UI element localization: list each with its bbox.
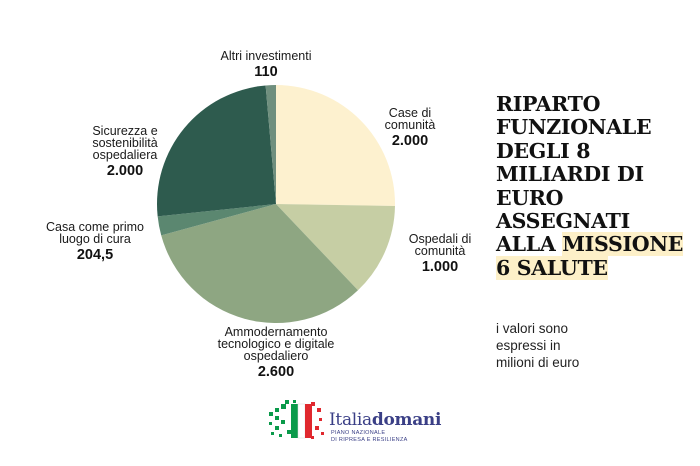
slice-value-label: 110 bbox=[254, 64, 277, 80]
pie-slice bbox=[276, 204, 395, 291]
title-line: ALLA MISSIONE bbox=[496, 232, 696, 257]
logo-square bbox=[287, 430, 291, 434]
slice-label-text: Case di bbox=[389, 106, 431, 120]
title-line: DEGLI 8 bbox=[496, 138, 696, 163]
logo-square bbox=[275, 416, 279, 420]
logo-square bbox=[293, 400, 296, 403]
logo-square bbox=[281, 420, 285, 424]
logo-name-regular: Italia bbox=[329, 410, 372, 430]
logo-square bbox=[279, 434, 282, 437]
logo-name: Italiadomani bbox=[329, 410, 441, 430]
title-text: DEGLI 8 bbox=[496, 138, 591, 163]
pie-slice bbox=[157, 204, 276, 236]
logo-flag-stripe bbox=[305, 404, 312, 438]
title-text: ALLA bbox=[496, 232, 563, 257]
slice-label-text: Altri investimenti bbox=[221, 49, 312, 63]
slice-label-text: Casa come primo bbox=[46, 220, 144, 234]
slice-value-label: 2.600 bbox=[258, 364, 294, 380]
italiadomani-logo-mark bbox=[269, 400, 324, 439]
logo-flag-stripe bbox=[291, 404, 298, 438]
slice-label-text: ospedaliera bbox=[93, 148, 158, 162]
logo-square bbox=[319, 418, 322, 421]
slice-label-text: ospedaliero bbox=[244, 349, 309, 363]
logo-square bbox=[311, 436, 314, 439]
slice-label-text: Sicurezza e bbox=[92, 124, 157, 138]
slice-label-text: sostenibilità bbox=[92, 136, 157, 150]
title-text: FUNZIONALE bbox=[496, 115, 652, 140]
units-note: i valori sono espressi in milioni di euro bbox=[496, 320, 646, 371]
logo-square bbox=[281, 404, 286, 409]
title-text: RIPARTO bbox=[496, 92, 601, 116]
pie-slice bbox=[276, 85, 395, 207]
slice-value-label: 2.000 bbox=[392, 133, 428, 149]
title-line: ASSEGNATI bbox=[496, 209, 696, 234]
logo-square bbox=[269, 412, 273, 416]
italiadomani-logo: Italiadomani PIANO NAZIONALE DI RIPRESA E… bbox=[267, 396, 441, 444]
logo-subtitle: PIANO NAZIONALE DI RIPRESA E RESILIENZA bbox=[331, 430, 408, 443]
title-line: RIPARTO bbox=[496, 92, 696, 116]
slice-label-text: comunità bbox=[415, 244, 466, 258]
logo-square bbox=[317, 408, 321, 412]
title-line: FUNZIONALE bbox=[496, 116, 696, 139]
title-text: EURO bbox=[496, 185, 564, 210]
slice-label-text: tecnologico e digitale bbox=[218, 337, 335, 351]
logo-square bbox=[311, 402, 315, 406]
logo-square bbox=[275, 426, 279, 430]
pie-slice bbox=[161, 204, 358, 323]
title-line: EURO bbox=[496, 185, 696, 210]
logo-square bbox=[271, 432, 274, 435]
pie-slice bbox=[156, 85, 276, 217]
note-line: i valori sono bbox=[496, 321, 569, 336]
logo-square bbox=[275, 408, 279, 412]
slice-value-label: 204,5 bbox=[77, 247, 113, 263]
slice-value-label: 2.000 bbox=[107, 163, 143, 179]
logo-square bbox=[315, 426, 319, 430]
slice-label-text: Ammodernamento bbox=[225, 325, 328, 339]
title-highlight: 6 SALUTE bbox=[496, 255, 608, 280]
logo-flag-stripe bbox=[297, 403, 306, 439]
logo-name-bold: domani bbox=[371, 410, 442, 430]
note-line: milioni di euro bbox=[496, 355, 580, 370]
slice-label-text: luogo di cura bbox=[59, 232, 131, 246]
chart-title: RIPARTO FUNZIONALE DEGLI 8 MILIARDI DI EURO A… bbox=[496, 92, 696, 280]
title-text: ASSEGNATI bbox=[496, 209, 630, 234]
slice-value-label: 1.000 bbox=[422, 259, 458, 275]
title-highlight: MISSIONE bbox=[562, 232, 684, 257]
pie-slice bbox=[265, 85, 276, 204]
title-text: MILIARDI DI bbox=[496, 162, 644, 187]
title-line: MILIARDI DI bbox=[496, 163, 696, 186]
note-line: espressi in bbox=[496, 338, 561, 353]
logo-subtitle-line: DI RIPRESA E RESILIENZA bbox=[331, 436, 408, 443]
slice-label-text: Ospedali di bbox=[409, 232, 472, 246]
title-line: 6 SALUTE bbox=[496, 255, 696, 280]
logo-square bbox=[321, 432, 324, 435]
logo-square bbox=[285, 400, 289, 404]
logo-subtitle-line: PIANO NAZIONALE bbox=[331, 430, 386, 436]
slice-label-text: comunità bbox=[385, 118, 436, 132]
logo-square bbox=[269, 422, 272, 425]
